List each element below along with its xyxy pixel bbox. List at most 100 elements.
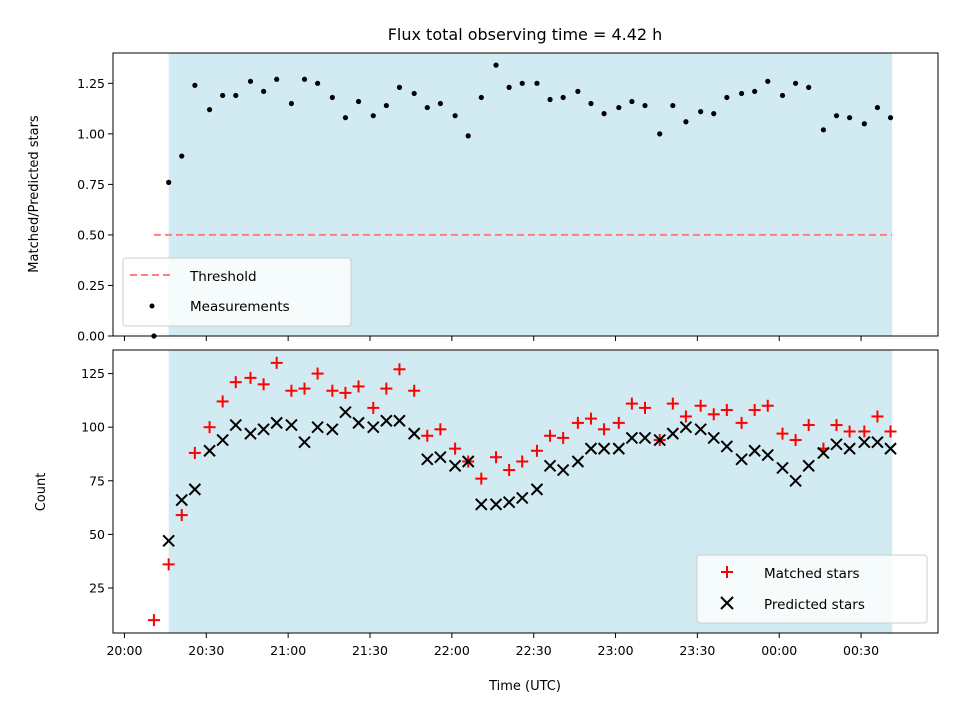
matched-stars-point	[748, 404, 761, 417]
predicted-stars-point	[516, 491, 529, 505]
measurement-point	[683, 119, 689, 125]
measurement-point	[779, 92, 786, 99]
measurement-point	[370, 113, 376, 119]
predicted-stars-point	[761, 448, 774, 462]
matched-stars-point	[843, 425, 856, 438]
matched-stars-point	[694, 399, 707, 412]
measurement-point	[383, 102, 389, 109]
legend-matched-swatch	[721, 566, 733, 578]
measurement-point	[493, 62, 499, 68]
measurement-point	[288, 100, 295, 107]
predicted-stars-point	[858, 435, 871, 449]
measurement-point	[342, 115, 349, 121]
predicted-stars-point	[339, 405, 352, 419]
measurement-point	[506, 84, 512, 90]
count-panel: 25 50 75 100 125 20:00 20:30 21:00 21:30 22:00 22:…	[34, 349, 939, 694]
measurement-point	[738, 90, 745, 97]
matched-stars-point	[735, 416, 748, 429]
y-tick-label: 0.50	[77, 227, 105, 242]
predicted-stars-point	[502, 496, 516, 509]
predicted-stars-point	[817, 446, 830, 460]
measurement-point	[396, 84, 403, 90]
predicted-stars-point	[421, 453, 434, 466]
matched-stars-point	[203, 421, 216, 434]
y-tick-label: 0.75	[77, 177, 105, 192]
predicted-stars-point	[270, 416, 283, 430]
x-tick-label: 22:30	[516, 643, 552, 658]
x-tick-label: 21:30	[352, 643, 388, 658]
matched-stars-point	[830, 419, 843, 432]
predicted-stars-point	[612, 442, 626, 455]
measurement-point	[179, 153, 185, 159]
measurement-point	[424, 104, 430, 111]
ratio-panel-y-axis-label: Matched/Predicted stars	[27, 115, 42, 273]
predicted-stars-point	[188, 483, 202, 496]
measurement-point	[260, 88, 267, 95]
y-tick-label: 0.25	[77, 278, 105, 293]
matched-stars-point	[584, 412, 597, 425]
matched-stars-point	[475, 472, 488, 485]
matched-stars-point	[421, 429, 434, 442]
predicted-stars-point	[720, 440, 734, 453]
matched-stars-point	[244, 371, 257, 384]
measurement-point	[206, 107, 213, 113]
measurement-point	[806, 84, 812, 90]
measurement-point	[657, 131, 663, 137]
measurement-point	[629, 98, 635, 105]
matched-stars-point	[188, 446, 201, 459]
y-tick-label: 1.00	[77, 126, 105, 141]
ratio-panel: 0.00 0.25 0.50 0.75 1.00 1.25 Matched/Predict…	[27, 52, 939, 344]
chart-title: Flux total observing time = 4.42 h	[388, 25, 663, 44]
count-legend: Matched stars Predicted stars	[696, 554, 928, 624]
measurement-point	[616, 104, 622, 111]
legend-predicted-label: Predicted stars	[764, 597, 865, 613]
measurement-point	[887, 115, 894, 121]
matched-stars-point	[339, 386, 352, 399]
predicted-stars-point	[489, 498, 503, 511]
predicted-stars-point	[530, 483, 544, 496]
matched-stars-point	[666, 397, 679, 410]
measurement-point	[861, 121, 867, 127]
predicted-stars-point	[707, 431, 720, 445]
predicted-stars-point	[584, 442, 598, 455]
matched-stars-point	[298, 382, 311, 395]
predicted-stars-point	[448, 459, 462, 472]
predicted-stars-point	[216, 433, 229, 447]
matched-stars-point	[449, 442, 462, 455]
matched-stars-point	[285, 384, 298, 397]
predicted-stars-point	[871, 435, 884, 449]
predicted-stars-point	[229, 418, 242, 432]
measurement-point	[765, 78, 771, 84]
y-tick-label: 125	[81, 366, 105, 381]
x-tick-label: 20:00	[106, 643, 142, 658]
predicted-stars-point	[666, 427, 680, 440]
measurement-point	[601, 111, 607, 117]
measurement-point	[465, 133, 471, 139]
measurement-point	[411, 90, 417, 97]
predicted-stars-point	[203, 444, 216, 457]
measurement-point	[711, 111, 717, 117]
predicted-stars-point	[285, 418, 298, 432]
predicted-stars-point	[175, 493, 188, 507]
matched-stars-point	[380, 382, 393, 395]
matched-stars-point	[311, 367, 324, 380]
measurement-point	[329, 94, 335, 101]
measurement-point	[301, 76, 308, 82]
measurement-point	[588, 100, 594, 107]
matched-stars-point	[679, 410, 692, 423]
predicted-stars-point	[653, 433, 666, 447]
legend-threshold-label: Threshold	[189, 269, 257, 285]
predicted-stars-point	[802, 459, 815, 472]
legend-matched-label: Matched stars	[764, 566, 860, 582]
x-tick-label: 20:30	[188, 643, 224, 658]
ratio-legend: Threshold Measurements	[122, 257, 352, 327]
predicted-stars-point	[556, 463, 570, 477]
predicted-stars-point	[162, 534, 175, 548]
measurement-point	[220, 92, 226, 99]
measurement-point	[534, 80, 540, 86]
measurement-point	[820, 127, 827, 133]
legend-measurements-swatch	[149, 303, 155, 309]
x-tick-label: 22:00	[434, 643, 470, 658]
matched-stars-point	[490, 451, 503, 464]
x-axis-label: Time (UTC)	[488, 679, 561, 694]
